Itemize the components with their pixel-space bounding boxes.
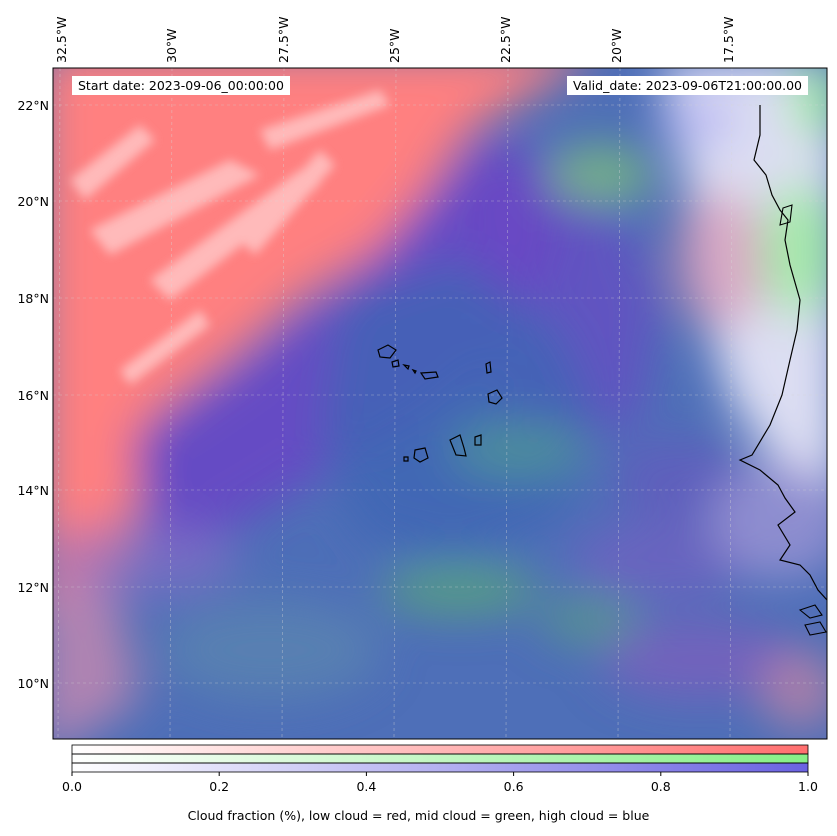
colorbar-tick-label: 0.6 <box>504 779 524 794</box>
cloud-fraction-field <box>53 68 827 739</box>
latitude-label: 22°N <box>17 98 49 113</box>
latitude-labels: 22°N 20°N 18°N 16°N 14°N 12°N 10°N <box>17 98 49 691</box>
colorbar-low-cloud <box>72 745 808 754</box>
longitude-label: 22.5°W <box>498 17 513 63</box>
longitude-labels: 32.5°W 30°W 27.5°W 25°W 22.5°W 20°W 17.5°W <box>54 17 736 63</box>
start-date-box: Start date: 2023-09-06_00:00:00 <box>72 76 290 95</box>
colorbar-label: Cloud fraction (%), low cloud = red, mid… <box>187 808 650 823</box>
latitude-label: 14°N <box>17 483 49 498</box>
colorbar-tick-label: 0.0 <box>62 779 82 794</box>
longitude-label: 27.5°W <box>276 17 291 63</box>
longitude-label: 32.5°W <box>54 17 69 63</box>
latitude-label: 12°N <box>17 580 49 595</box>
graticule <box>53 68 827 739</box>
map-frame <box>52 67 828 740</box>
longitude-label: 17.5°W <box>721 17 736 63</box>
latitude-label: 10°N <box>17 676 49 691</box>
colorbar-mid-cloud <box>72 754 808 763</box>
start-date-text: Start date: 2023-09-06_00:00:00 <box>78 78 284 93</box>
latitude-label: 16°N <box>17 388 49 403</box>
colorbar-high-cloud <box>72 763 808 772</box>
longitude-label: 20°W <box>609 28 624 63</box>
longitude-label: 30°W <box>164 28 179 63</box>
longitude-label: 25°W <box>387 28 402 63</box>
cape-verde-islands <box>377 344 503 463</box>
valid-date-box: Valid_date: 2023-09-06T21:00:00.00 <box>566 76 808 95</box>
coastline-africa <box>738 105 827 601</box>
latitude-label: 18°N <box>17 291 49 306</box>
colorbar-tick-label: 0.4 <box>356 779 376 794</box>
latitude-label: 20°N <box>17 194 49 209</box>
colorbar: 0.0 0.2 0.4 0.6 0.8 1.0 <box>62 744 818 794</box>
colorbar-tick-label: 0.8 <box>651 779 671 794</box>
valid-date-text: Valid_date: 2023-09-06T21:00:00.00 <box>572 78 802 93</box>
colorbar-tick-label: 1.0 <box>798 779 818 794</box>
colorbar-tick-label: 0.2 <box>209 779 229 794</box>
colorbar-ticks: 0.0 0.2 0.4 0.6 0.8 1.0 <box>62 772 818 794</box>
